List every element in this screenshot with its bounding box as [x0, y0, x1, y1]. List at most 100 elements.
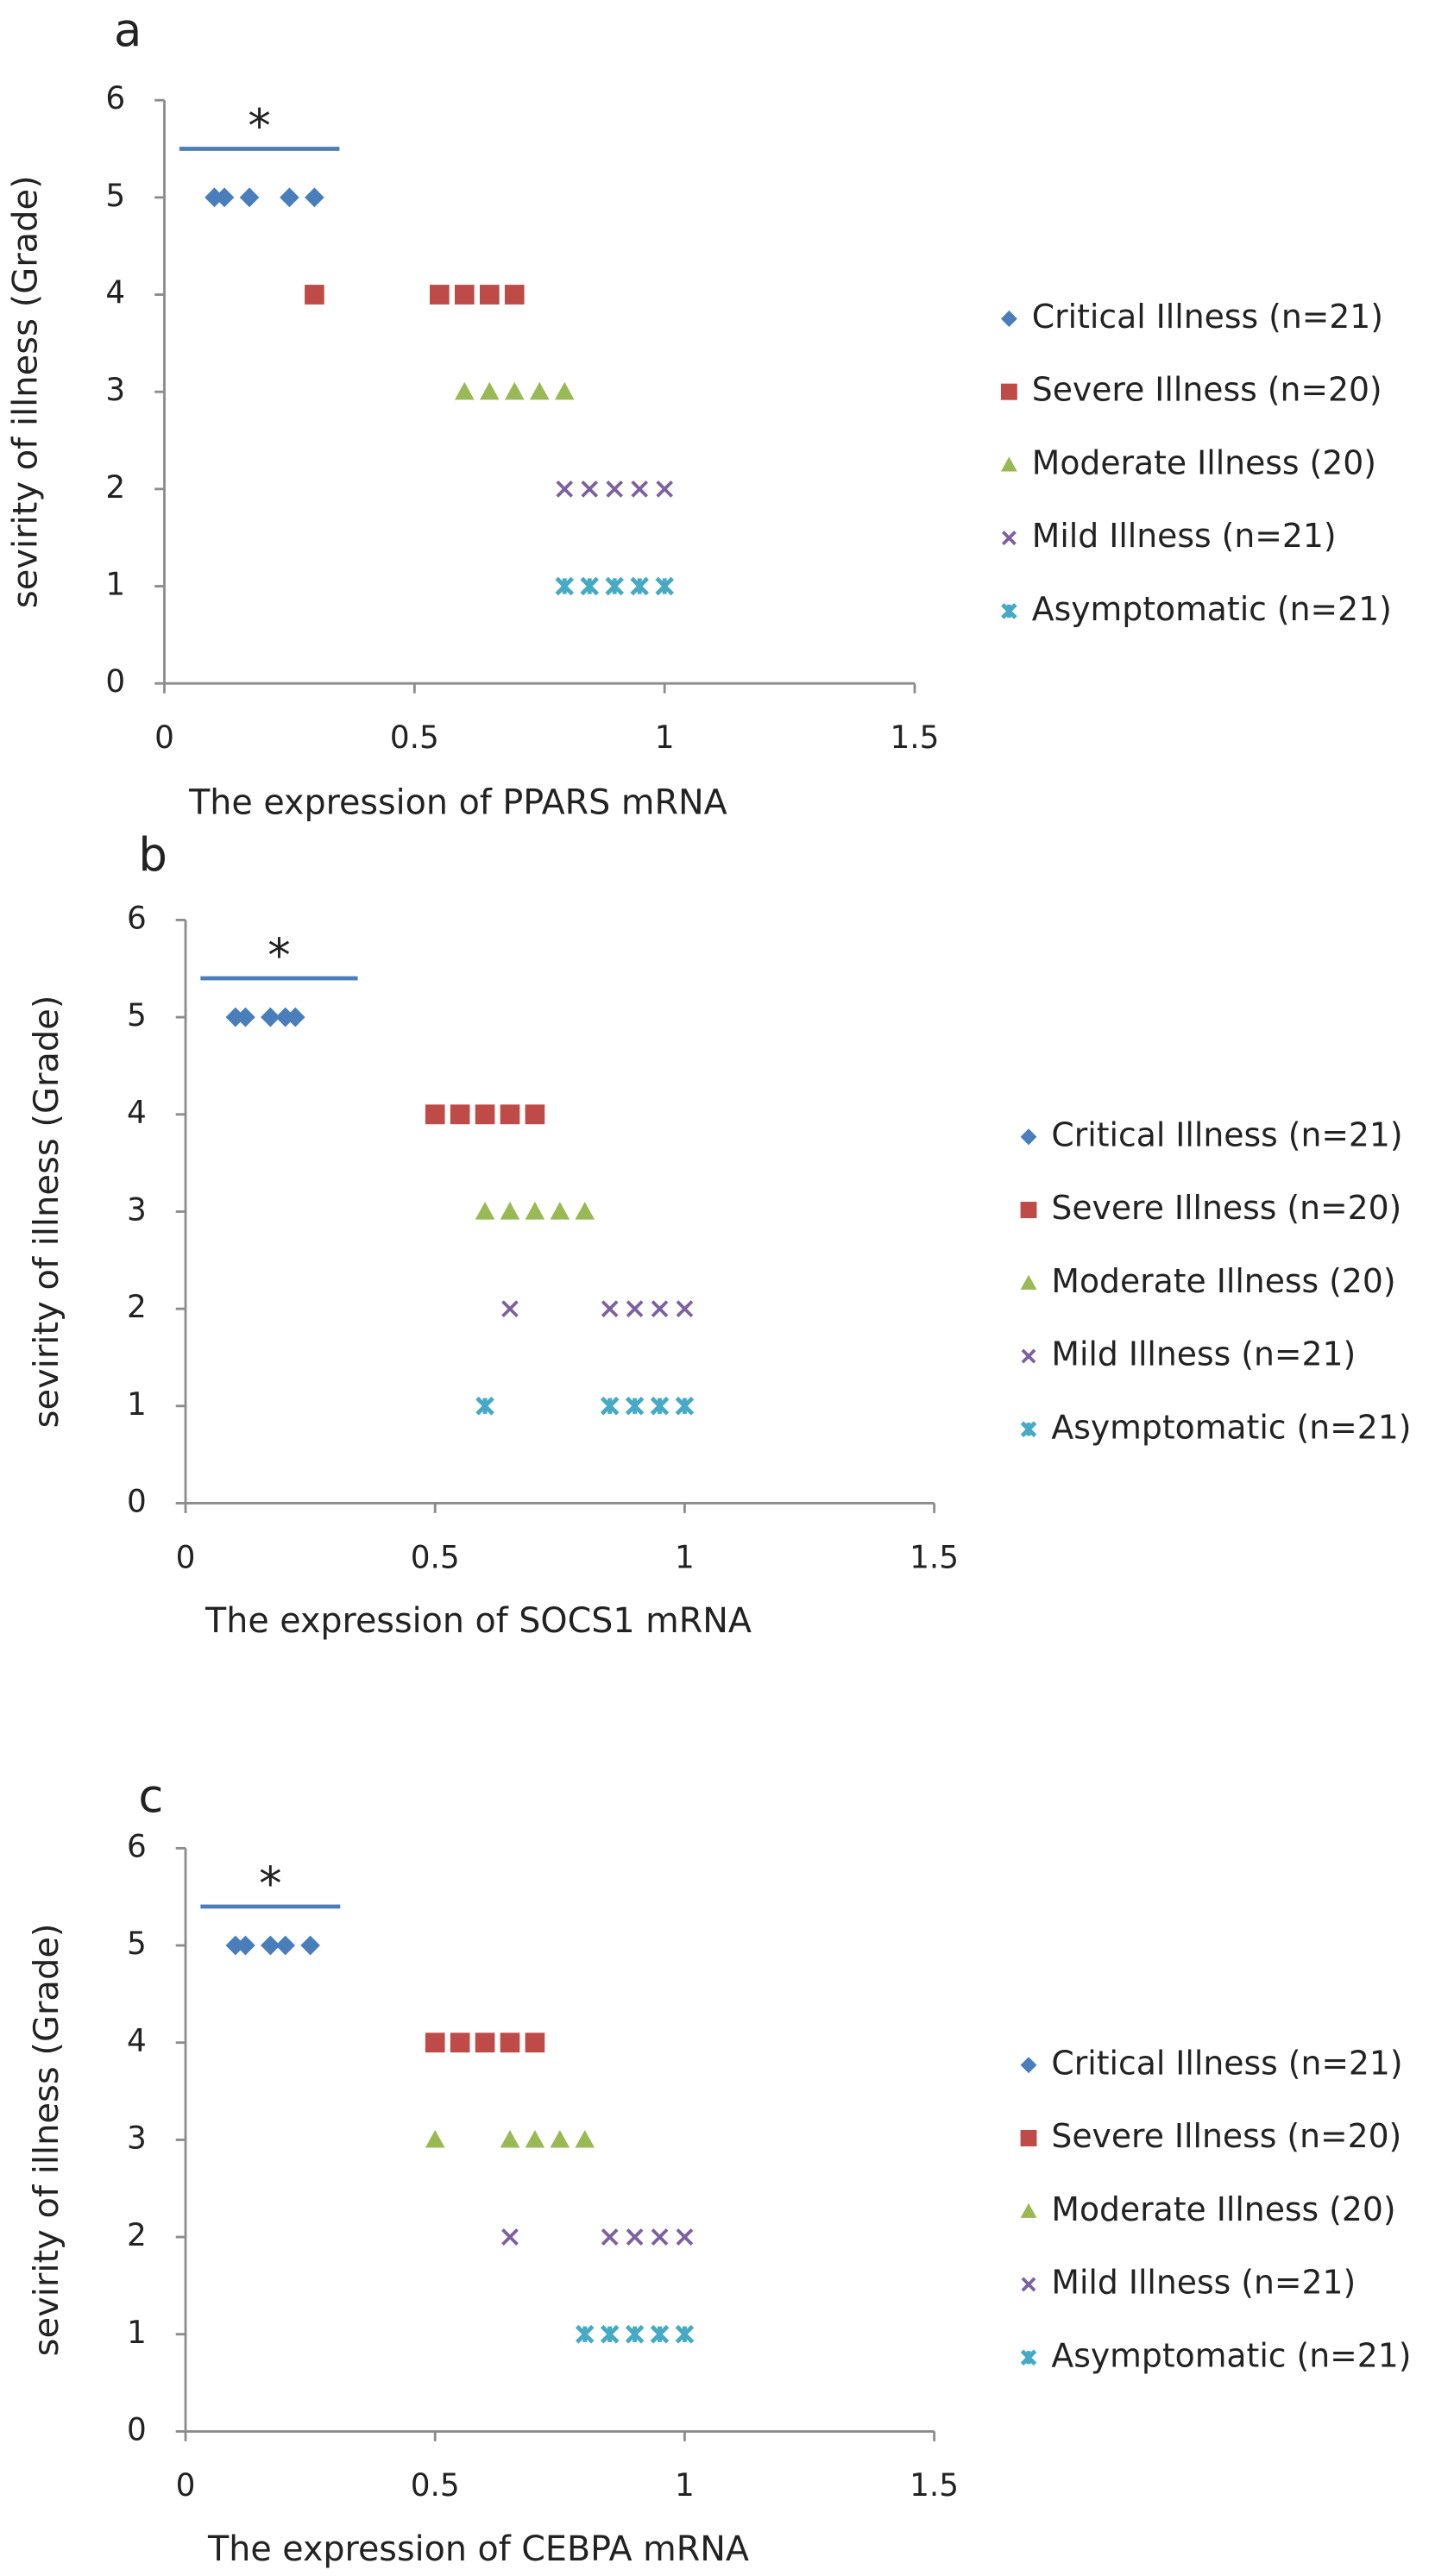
marker	[525, 2129, 545, 2148]
y-tick-label: 1	[127, 2315, 147, 2351]
legend-label: Asymptomatic (n=21)	[1051, 1408, 1411, 1446]
marker	[606, 480, 624, 498]
marker	[630, 576, 649, 596]
marker	[454, 285, 475, 305]
x-tick-label: 0.5	[390, 720, 439, 756]
legend-label: Severe Illness (n=20)	[1051, 1189, 1401, 1227]
y-tick-label: 3	[105, 373, 125, 408]
x-tick-label: 1.5	[890, 720, 939, 756]
marker	[239, 187, 260, 208]
marker	[676, 1300, 694, 1318]
y-tick-label: 4	[127, 1096, 147, 1131]
legend-marker	[1020, 1274, 1037, 1290]
legend-marker	[1000, 383, 1017, 400]
legend-label: Mild Illness (n=21)	[1051, 1335, 1356, 1373]
legend-label: Critical Illness (n=21)	[1051, 1115, 1402, 1153]
x-axis-label: The expression of SOCS1 mRNA	[205, 1601, 752, 1641]
legend-label: Severe Illness (n=20)	[1032, 371, 1382, 409]
y-tick-label: 1	[105, 567, 125, 602]
significance-label: *	[248, 99, 270, 153]
panel-label: c	[138, 1769, 163, 1823]
y-tick-label: 4	[105, 275, 125, 311]
y-tick-label: 2	[127, 2218, 147, 2253]
legend-label: Moderate Illness (20)	[1051, 1262, 1395, 1300]
marker	[261, 1007, 280, 1027]
marker	[305, 285, 324, 305]
y-tick-label: 2	[127, 1290, 147, 1325]
x-axis-label: The expression of PPARS mRNA	[188, 783, 727, 823]
marker	[650, 2324, 670, 2344]
y-tick-label: 3	[127, 2120, 147, 2156]
marker	[675, 1396, 695, 1416]
marker	[600, 1396, 620, 1416]
legend-marker	[1001, 531, 1017, 546]
legend-marker	[1020, 2129, 1037, 2147]
marker	[626, 1300, 644, 1318]
y-tick-label: 3	[127, 1192, 147, 1228]
legend-marker	[1020, 1128, 1037, 1146]
y-axis-label: sevirity of illness (Grade)	[27, 996, 66, 1429]
marker	[236, 1007, 255, 1027]
y-tick-label: 6	[105, 81, 125, 116]
legend-marker	[1020, 1202, 1037, 1219]
marker	[500, 1104, 520, 1125]
marker	[631, 480, 648, 498]
marker	[501, 2228, 519, 2246]
legend-marker	[1020, 1421, 1037, 1438]
marker	[600, 2324, 620, 2344]
marker	[214, 187, 235, 208]
marker	[275, 1935, 296, 1956]
marker	[555, 576, 575, 596]
marker	[450, 2033, 470, 2053]
marker	[675, 2324, 695, 2344]
marker	[450, 1104, 470, 1125]
marker	[500, 1202, 520, 1220]
marker	[601, 2228, 619, 2246]
y-tick-label: 1	[127, 1387, 147, 1423]
significance-label: *	[268, 929, 290, 983]
panel-label: a	[114, 3, 142, 57]
marker	[500, 2129, 520, 2148]
x-tick-label: 1.5	[910, 2468, 959, 2504]
marker	[550, 1202, 570, 1220]
marker	[650, 1396, 670, 1416]
marker	[556, 480, 574, 498]
y-tick-label: 6	[127, 1829, 147, 1864]
x-tick-label: 1.5	[910, 1540, 959, 1575]
marker	[285, 1007, 305, 1027]
marker	[425, 1104, 445, 1125]
marker	[425, 2129, 445, 2148]
marker	[575, 2324, 595, 2344]
significance-label: *	[259, 1857, 281, 1911]
y-tick-label: 2	[105, 470, 125, 506]
marker	[529, 381, 550, 400]
legend-marker	[1020, 2057, 1037, 2074]
marker	[500, 2033, 520, 2053]
x-axis-label: The expression of CEBPA mRNA	[207, 2529, 749, 2569]
legend-label: Moderate Illness (20)	[1032, 443, 1376, 481]
y-tick-label: 0	[127, 2412, 147, 2447]
marker	[479, 285, 500, 305]
marker	[475, 1202, 495, 1220]
y-tick-label: 6	[127, 901, 147, 936]
legend-label: Moderate Illness (20)	[1051, 2190, 1395, 2228]
legend-label: Asymptomatic (n=21)	[1051, 2336, 1411, 2374]
legend-label: Mild Illness (n=21)	[1032, 517, 1337, 555]
legend-label: Mild Illness (n=21)	[1051, 2263, 1356, 2301]
legend-marker	[1020, 2349, 1037, 2366]
legend-marker	[1021, 2277, 1036, 2292]
marker	[205, 187, 224, 208]
marker	[501, 1300, 519, 1318]
x-tick-label: 0	[176, 1540, 196, 1575]
marker	[626, 2228, 644, 2246]
marker	[275, 1007, 296, 1027]
marker	[236, 1935, 255, 1956]
y-tick-label: 5	[127, 1926, 147, 1962]
legend-label: Severe Illness (n=20)	[1051, 2117, 1401, 2155]
marker	[475, 1396, 494, 1416]
marker	[504, 381, 525, 400]
marker	[651, 2228, 669, 2246]
marker	[305, 187, 324, 208]
